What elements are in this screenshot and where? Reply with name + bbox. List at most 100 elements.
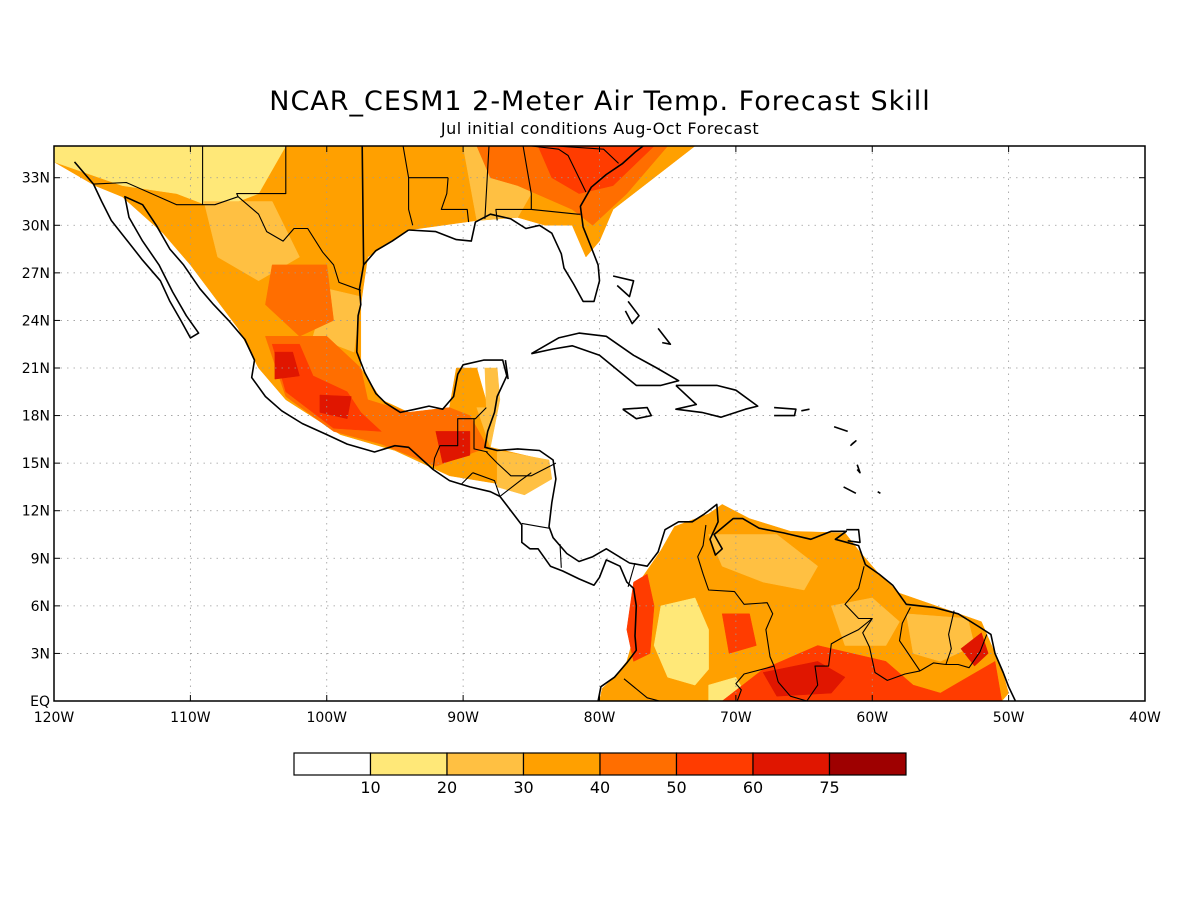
lon-tick-label: 110W [170, 710, 211, 726]
colorbar-swatch [293, 752, 372, 776]
political-border [444, 208, 470, 223]
skill-region-20 [905, 613, 975, 662]
lat-tick-label: 21N [22, 361, 50, 377]
coastline [504, 359, 509, 380]
lon-tick-label: 80W [584, 710, 616, 726]
skill-region-60 [435, 431, 471, 464]
colorbar-swatch [828, 752, 907, 776]
coastline [833, 425, 848, 433]
coastline [856, 464, 861, 474]
political-border [806, 618, 873, 701]
colorbar-label: 10 [360, 778, 380, 797]
coastline [843, 486, 857, 495]
lat-tick-label: 18N [22, 409, 50, 425]
political-border [487, 146, 532, 221]
map-subtitle: Jul initial conditions Aug-Oct Forecast [440, 119, 760, 138]
colorbar-label: 60 [743, 778, 763, 797]
political-border [521, 522, 550, 529]
skill-region-50 [626, 573, 655, 662]
political-border [898, 607, 921, 672]
colorbar-swatch [446, 752, 525, 776]
lat-tick-label: 24N [22, 313, 50, 329]
skill-region-20 [496, 450, 553, 496]
political-border [777, 681, 807, 701]
skill-region-10 [653, 597, 709, 686]
political-border [844, 566, 921, 681]
political-border [236, 146, 287, 197]
coastline [530, 332, 680, 387]
lat-tick-label: 12N [22, 504, 50, 520]
political-border [461, 146, 490, 219]
colorbar-label: 30 [513, 778, 533, 797]
skill-region-10 [54, 146, 287, 210]
political-border [461, 472, 474, 485]
lon-tick-label: 50W [993, 710, 1025, 726]
colorbar-swatch [522, 752, 601, 776]
colorbar-label: 40 [590, 778, 610, 797]
colorbar: 10 20 30 40 50 60 75 [293, 752, 907, 797]
coastline [849, 440, 857, 447]
lat-tick-label: 15N [22, 456, 50, 472]
political-border [559, 543, 562, 568]
political-border [440, 177, 449, 210]
political-border [919, 610, 955, 672]
coastline [675, 384, 759, 419]
colorbar-swatch [675, 752, 754, 776]
political-border [623, 678, 660, 701]
lon-tick-label: 60W [856, 710, 888, 726]
political-border [432, 407, 487, 470]
political-border [531, 208, 581, 215]
skill-region-50 [537, 146, 655, 194]
political-border [473, 418, 488, 453]
political-border [735, 665, 775, 701]
skill-region-50 [721, 613, 757, 654]
lat-tick-label: 6N [31, 599, 50, 615]
coastline [622, 406, 653, 420]
political-border [945, 634, 988, 669]
colorbar-swatch [599, 752, 678, 776]
coastline [657, 327, 672, 346]
lat-tick-label: 9N [31, 551, 50, 567]
political-border [472, 472, 501, 497]
coastline [774, 406, 797, 417]
lon-tick-label: 100W [306, 710, 347, 726]
skill-region-60 [960, 632, 989, 667]
colorbar-label: 20 [437, 778, 457, 797]
political-border [697, 524, 779, 683]
lat-tick-label: 27N [22, 266, 50, 282]
political-border [485, 451, 557, 477]
skill-shading-layer [54, 146, 1009, 701]
political-borders-layer [93, 146, 988, 701]
skill-region-20 [830, 597, 900, 646]
lon-tick-label: 70W [720, 710, 752, 726]
coastline-layer [73, 146, 1017, 701]
political-border [402, 146, 414, 226]
political-border [627, 562, 636, 587]
coastline [408, 146, 644, 303]
lat-tick-label: 3N [31, 646, 50, 662]
political-border [555, 146, 619, 164]
coastline [801, 408, 810, 412]
graticule [54, 146, 1145, 701]
lat-tick-label: 33N [22, 171, 50, 187]
political-border [93, 181, 361, 291]
lon-tick-label: 120W [34, 710, 75, 726]
skill-region-20 [708, 534, 819, 591]
colorbar-label: 50 [666, 778, 686, 797]
coastline [362, 229, 410, 266]
political-border [499, 472, 532, 497]
colorbar-swatch [369, 752, 448, 776]
lon-tick-label: 40W [1129, 710, 1161, 726]
political-border [531, 146, 587, 193]
map-title: NCAR_CESM1 2-Meter Air Temp. Forecast Sk… [269, 86, 931, 117]
coastline [612, 275, 635, 298]
colorbar-label: 75 [819, 778, 839, 797]
coastline [73, 161, 638, 701]
coastline [846, 528, 861, 544]
skill-region-60 [319, 394, 352, 420]
skill-region-60 [274, 351, 300, 380]
coastline [877, 491, 881, 494]
colorbar-swatch [752, 752, 831, 776]
lat-tick-label: EQ [30, 694, 50, 710]
